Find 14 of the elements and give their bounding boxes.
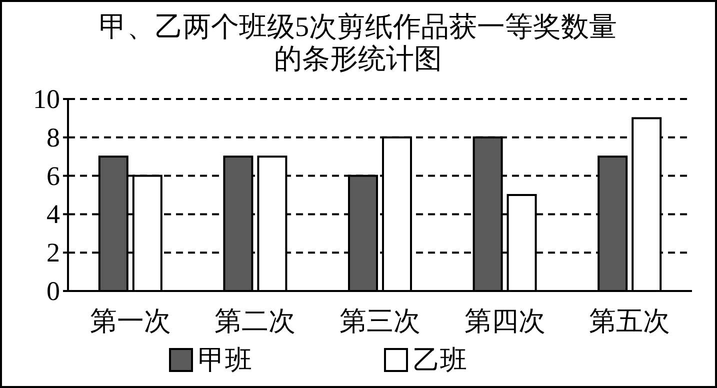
y-tick-label: 6 — [46, 160, 60, 191]
legend-label: 乙班 — [413, 345, 467, 375]
x-tick-label: 第一次 — [90, 306, 171, 336]
chart-title: 甲、乙两个班级5次剪纸作品获一等奖数量的条形统计图 — [98, 12, 618, 76]
x-tick-label: 第四次 — [464, 306, 546, 336]
y-tick-label: 8 — [46, 122, 60, 152]
y-tick-label: 10 — [33, 84, 60, 114]
x-tick-label: 第二次 — [214, 306, 296, 336]
y-tick-label: 0 — [46, 276, 60, 306]
legend-label: 甲班 — [198, 345, 252, 375]
x-tick-label: 第五次 — [589, 306, 670, 336]
y-tick-label: 4 — [46, 199, 60, 230]
y-tick-label: 2 — [46, 238, 60, 268]
x-tick-label: 第三次 — [340, 306, 420, 336]
